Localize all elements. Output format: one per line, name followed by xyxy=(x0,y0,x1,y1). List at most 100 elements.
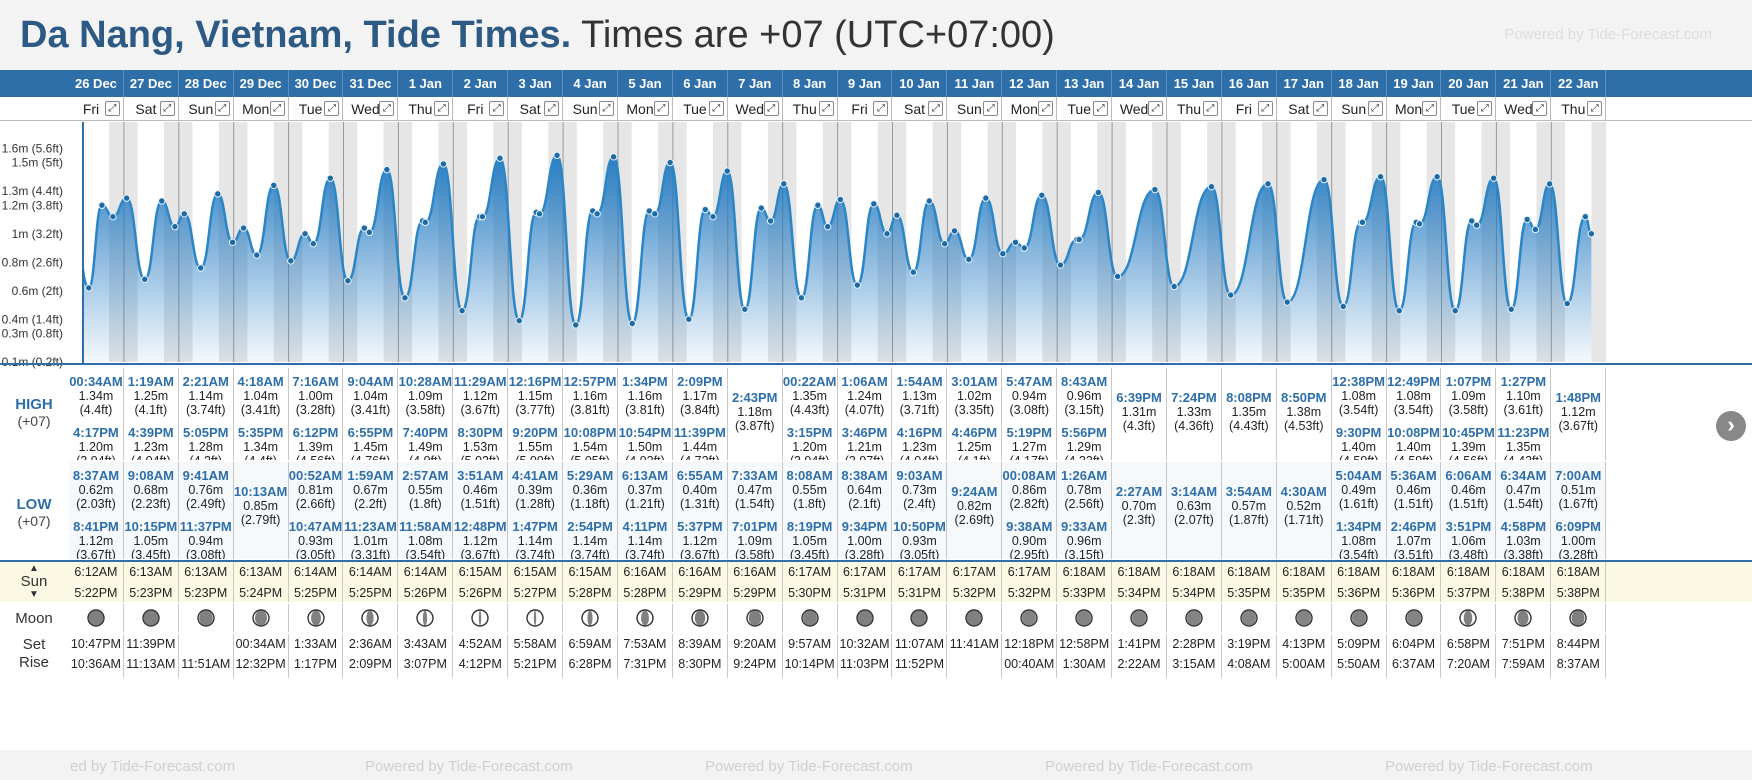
tide-extreme-point xyxy=(1358,218,1367,227)
expand-day-icon[interactable]: ⤢ xyxy=(653,101,669,116)
expand-day-icon[interactable]: ⤢ xyxy=(269,101,285,116)
high-tide-time: 1:07PM xyxy=(1445,374,1492,389)
expand-day-icon[interactable]: ⤢ xyxy=(1312,101,1328,116)
moonset-time: 12:58PM xyxy=(1059,637,1110,651)
expand-day-icon[interactable]: ⤢ xyxy=(1587,101,1603,116)
expand-day-icon[interactable]: ⤢ xyxy=(379,101,395,116)
moon-phase-cell xyxy=(947,604,1003,632)
high-tide-entry: 1:48PM 1.12m (3.67ft) xyxy=(1551,390,1605,433)
tide-chart: 0.1m (0.2ft) 0.3m (0.8ft) 0.4m (1.4ft) 0.6m… xyxy=(0,122,1752,476)
high-tide-ft: (4.3ft) xyxy=(1122,419,1156,433)
low-tide-ft: (2.03ft) xyxy=(76,497,116,511)
expand-day-icon[interactable]: ⤢ xyxy=(818,101,834,116)
tide-extreme-point xyxy=(197,264,205,272)
high-tide-m: 1.09m xyxy=(1451,389,1486,403)
sunset-time: 5:26PM xyxy=(458,586,502,600)
high-tide-ft: (4.72ft) xyxy=(673,454,727,460)
weekday-name: Mon xyxy=(1394,101,1423,117)
expand-day-icon[interactable]: ⤢ xyxy=(104,101,120,116)
next-days-button[interactable]: › xyxy=(1716,411,1746,441)
expand-day-icon[interactable]: ⤢ xyxy=(1093,101,1109,116)
moonrise-time: 3:07PM xyxy=(403,657,447,671)
moon-phase-icon xyxy=(471,609,489,627)
tide-extreme-point xyxy=(253,251,261,259)
moon-phase-cell xyxy=(508,604,564,632)
date-cell: 18 Jan xyxy=(1332,70,1387,97)
high-tide-ft: (3.77ft) xyxy=(515,403,555,417)
moon-phase-cell xyxy=(453,604,509,632)
low-tide-time: 2:57AM xyxy=(402,468,449,483)
low-tide-time: 11:37PM xyxy=(179,519,232,534)
high-tide-entry: 12:16PM 1.15m (3.77ft) xyxy=(508,374,562,417)
high-tide-ft: (4.1ft) xyxy=(134,403,168,417)
weekday-cell: Sun ⤢ xyxy=(563,97,618,121)
moon-phase-icon xyxy=(1349,609,1368,627)
expand-day-icon[interactable]: ⤢ xyxy=(708,101,724,116)
high-tide-ft: (3.41ft) xyxy=(350,403,391,417)
tide-extreme-point xyxy=(478,212,487,221)
weekday-row: Fri ⤢ Sat ⤢ Sun ⤢ Mon ⤢ Tue ⤢ Wed ⤢ Thu ⤢ Fri ⤢ Sat ⤢ Sun ⤢… xyxy=(0,97,1752,121)
high-tide-m: 1.39m xyxy=(298,440,333,454)
expand-day-icon[interactable]: ⤢ xyxy=(873,101,889,116)
expand-day-icon[interactable]: ⤢ xyxy=(1477,101,1493,116)
page-title: Da Nang, Vietnam, Tide Times. Times are … xyxy=(20,12,1055,58)
low-tide-time: 5:37PM xyxy=(677,519,723,534)
low-tide-entry: 9:41AM 0.76m (2.49ft) xyxy=(179,468,233,511)
expand-day-icon[interactable]: ⤢ xyxy=(434,101,450,116)
moon-times-cell: 11:39PM 11:13AM xyxy=(124,634,179,678)
moon-times-cell: 3:43AM 3:07PM xyxy=(398,634,454,678)
sunset-time: 5:29PM xyxy=(733,586,777,600)
high-tide-time: 2:43PM xyxy=(731,390,778,405)
low-tide-entry: 00:08AM 0.86m (2.82ft) xyxy=(1002,468,1056,511)
tide-extreme-point xyxy=(383,165,391,174)
moon-times-cell: 12:18PM 00:40AM xyxy=(1002,634,1058,678)
expand-day-icon[interactable]: ⤢ xyxy=(1257,101,1273,116)
date-cell: 7 Jan xyxy=(728,70,783,97)
sunrise-time: 6:17AM xyxy=(842,565,887,579)
high-tide-ft: (4.76ft) xyxy=(344,454,398,460)
expand-day-icon[interactable]: ⤢ xyxy=(1367,101,1383,116)
weekday-cell: Thu ⤢ xyxy=(398,97,454,121)
low-tide-time: 8:41PM xyxy=(73,519,119,534)
moon-label: Moon xyxy=(15,610,53,627)
low-tide-m: 1.09m xyxy=(737,534,773,548)
moonset-time: 3:43AM xyxy=(403,637,447,651)
weekday-cell: Fri ⤢ xyxy=(1222,97,1277,121)
expand-day-icon[interactable]: ⤢ xyxy=(1532,101,1548,116)
low-tide-entry: 3:54AM 0.57m (1.87ft) xyxy=(1222,484,1276,527)
moon-times-cell: 8:39AM 8:30PM xyxy=(673,634,728,678)
moonrise-label: Rise xyxy=(18,654,49,671)
expand-day-icon[interactable]: ⤢ xyxy=(324,101,340,116)
high-tide-m: 1.00m xyxy=(298,389,333,403)
tide-extreme-point xyxy=(239,224,248,232)
expand-day-icon[interactable]: ⤢ xyxy=(159,101,175,116)
low-tide-m: 0.90m xyxy=(1011,534,1047,548)
expand-day-icon[interactable]: ⤢ xyxy=(1202,101,1218,116)
high-tide-list: 8:08PM 1.35m (4.43ft) xyxy=(1222,368,1276,433)
high-tide-m: 1.20m xyxy=(78,440,114,454)
expand-day-icon[interactable]: ⤢ xyxy=(1422,101,1438,116)
sun-times-cell: 6:15AM 5:28PM xyxy=(563,562,618,602)
expand-day-icon[interactable]: ⤢ xyxy=(983,101,999,116)
high-tide-m: 1.20m xyxy=(792,440,827,454)
expand-day-icon[interactable]: ⤢ xyxy=(544,101,560,116)
expand-day-icon[interactable]: ⤢ xyxy=(1038,101,1054,116)
expand-day-icon[interactable]: ⤢ xyxy=(1147,101,1163,116)
moon-times-cell: 11:07AM 11:52PM xyxy=(893,634,948,678)
expand-day-icon[interactable]: ⤢ xyxy=(763,101,779,116)
low-tide-ft: (3.38ft) xyxy=(1503,548,1544,559)
high-tide-ft: (5.05ft) xyxy=(563,454,617,460)
high-tide-entry: 9:04AM 1.04m (3.41ft) xyxy=(344,374,398,417)
low-tide-ft: (3.54ft) xyxy=(405,548,446,559)
sun-times-cell: 6:18AM 5:36PM xyxy=(1332,562,1387,602)
expand-day-icon[interactable]: ⤢ xyxy=(214,101,230,116)
tide-extreme-point xyxy=(1376,173,1385,181)
expand-day-icon[interactable]: ⤢ xyxy=(598,101,614,116)
expand-day-icon[interactable]: ⤢ xyxy=(928,101,944,116)
expand-day-icon[interactable]: ⤢ xyxy=(489,101,505,116)
